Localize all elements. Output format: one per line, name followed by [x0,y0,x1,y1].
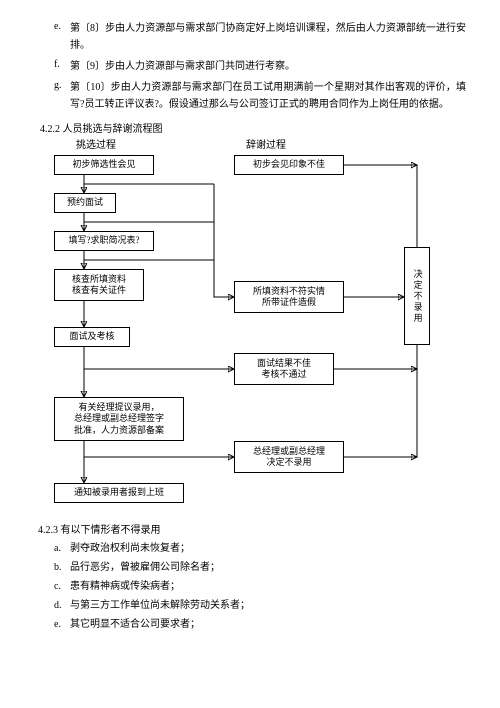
list-marker: e. [54,618,70,632]
node-fill-form: 填写?求职简况表? [54,231,154,251]
upper-ordered-list: e.第〔8〕步由人力资源部与需求部门协商定好上岗培训课程，然后由人力资源部统一进… [54,20,466,113]
section-title-noemploy: 4.2.3 有以下情形者不得录用 [38,524,466,538]
list-text: 剥夺政治权利尚未恢复者； [70,542,466,556]
node-mgr-reject: 总经理或副总经理决定不录用 [234,441,344,473]
header-reject: 辞谢过程 [246,139,286,153]
node-approval: 有关经理提议录用，总经理或副总经理签字批准，人力资源部备案 [54,397,184,441]
list-marker: e. [54,20,70,54]
list-item: b.品行恶劣，曾被雇佣公司除名者； [54,561,466,575]
list-item: c.患有精神病或传染病者； [54,580,466,594]
list-item: d.与第三方工作单位尚未解除劳动关系者； [54,599,466,613]
lower-ordered-list: a.剥夺政治权利尚未恢复者；b.品行恶劣，曾被雇佣公司除名者；c.患有精神病或传… [54,542,466,632]
list-marker: d. [54,599,70,613]
list-item: e.其它明显不适合公司要求者； [54,618,466,632]
list-marker: f. [54,58,70,75]
list-item: f.第〔9〕步由人力资源部与需求部门共同进行考察。 [54,58,466,75]
list-item: g.第〔10〕步由人力资源部与需求部门在员工试用期满前一个星期对其作出客观的评价… [54,79,466,113]
list-text: 第〔9〕步由人力资源部与需求部门共同进行考察。 [70,58,466,75]
node-bad-impression: 初步会见印象不佳 [234,155,344,175]
list-text: 与第三方工作单位尚未解除劳动关系者； [70,599,466,613]
list-text: 其它明显不适合公司要求者； [70,618,466,632]
list-marker: b. [54,561,70,575]
list-text: 品行恶劣，曾被雇佣公司除名者； [70,561,466,575]
flow-subheaders: 挑选过程 辞谢过程 [76,139,466,153]
node-decide-reject: 决定不录用 [404,247,430,345]
list-text: 患有精神病或传染病者； [70,580,466,594]
header-select: 挑选过程 [76,139,246,153]
list-item: e.第〔8〕步由人力资源部与需求部门协商定好上岗培训课程，然后由人力资源部统一进… [54,20,466,54]
section-title-flow: 4.2.2 人员挑选与辞谢流程图 [40,123,466,137]
node-verify: 核查所填资料核查有关证件 [54,269,144,301]
list-marker: a. [54,542,70,556]
node-interview: 面试及考核 [54,327,130,347]
list-text: 第〔8〕步由人力资源部与需求部门协商定好上岗培训课程，然后由人力资源部统一进行安… [70,20,466,54]
list-item: a.剥夺政治权利尚未恢复者； [54,542,466,556]
list-marker: c. [54,580,70,594]
document-page: e.第〔8〕步由人力资源部与需求部门协商定好上岗培训课程，然后由人力资源部统一进… [0,0,500,632]
list-text: 第〔10〕步由人力资源部与需求部门在员工试用期满前一个星期对其作出客观的评价，填… [70,79,466,113]
flowchart: 初步筛选性会见 预约面试 填写?求职简况表? 核查所填资料核查有关证件 面试及考… [34,155,464,518]
node-fake-docs: 所填资料不符实情所带证件造假 [234,281,344,313]
node-notify: 通知被录用者报到上班 [54,483,184,503]
node-schedule: 预约面试 [54,193,116,213]
node-fail-interview: 面试结果不佳考核不通过 [234,353,334,385]
node-initial-screen: 初步筛选性会见 [54,155,154,175]
list-marker: g. [54,79,70,113]
